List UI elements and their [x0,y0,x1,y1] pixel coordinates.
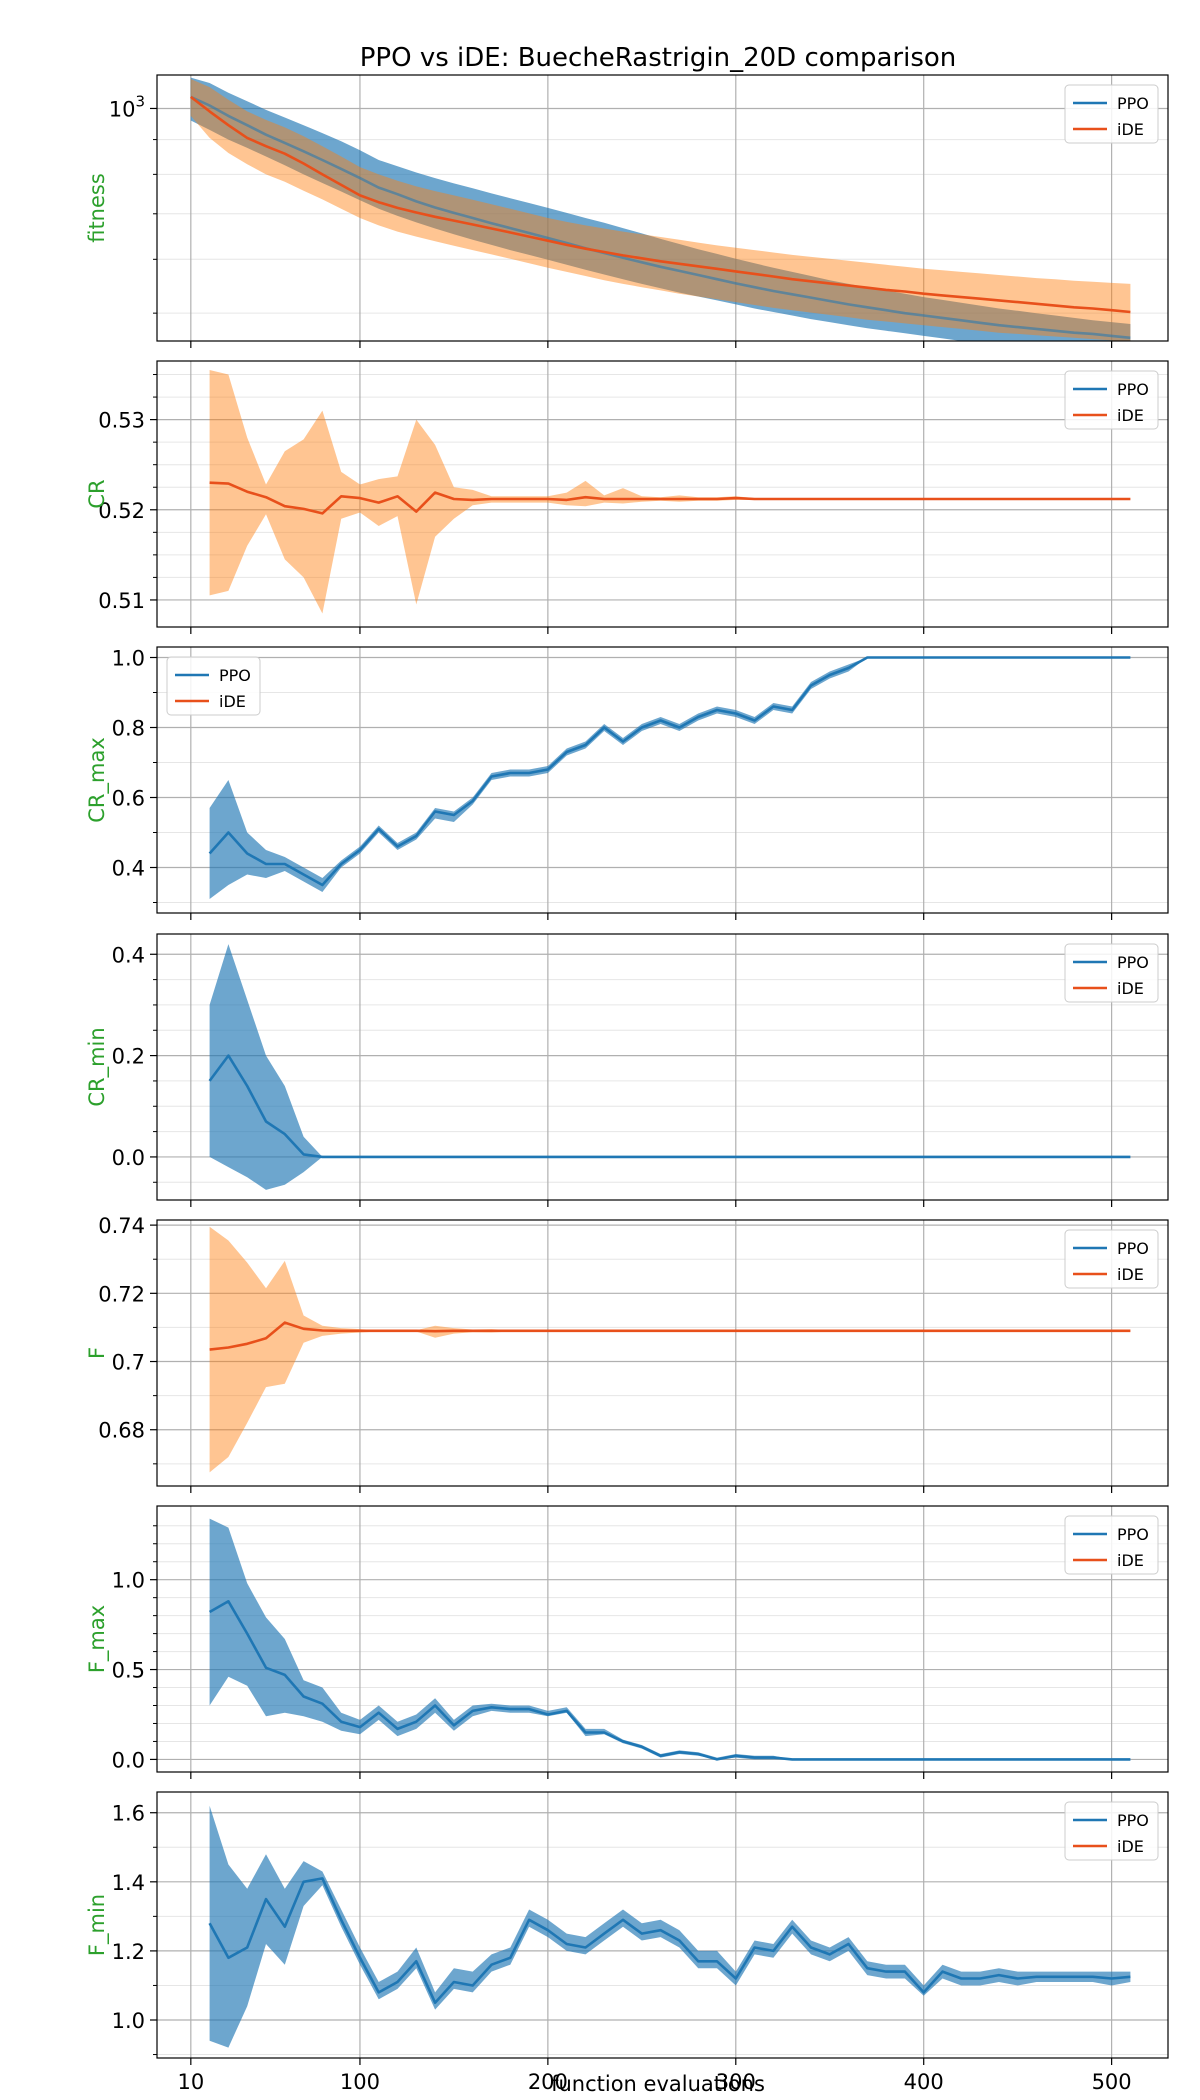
line-PPO [208,1600,1131,1761]
legend-label-PPO: PPO [1117,380,1149,399]
axes-frame [156,74,1169,342]
band-PPO [209,1805,1131,2048]
y-axis-label: F_min [85,1894,110,1956]
legend-label-iDE: iDE [1117,979,1144,998]
y-tick-label: 1.0 [112,2009,145,2033]
subplot-CR_min: 0.0 0.2 0.4 CR_min PPO iDE [85,933,1169,1207]
line-PPO [190,95,1131,340]
x-tick-label: 400 [904,2070,944,2094]
y-tick-label: 1.6 [112,1802,145,1826]
y-axis-label: CR_min [85,1027,110,1106]
plot-area [208,944,1131,1190]
y-tick-label: 0.68 [98,1419,145,1443]
legend: PPO iDE [1064,370,1159,430]
line-iDE [209,481,1131,515]
legend-label-PPO: PPO [1117,953,1149,972]
x-axis-label: function evaluations [551,2072,765,2096]
legend: PPO iDE [1064,943,1159,1003]
y-tick-label: 0.4 [112,857,145,881]
y-axis-label: F [85,1347,109,1359]
plot-area [208,656,1131,899]
line-PPO [208,1054,1131,1159]
y-tick-label: 0.4 [112,943,145,967]
legend-label-PPO: PPO [1117,1525,1149,1544]
y-tick-label: 0.8 [112,717,145,741]
legend-label-iDE: iDE [1117,1837,1144,1856]
plot-area [209,370,1131,614]
line-PPO [208,1877,1131,2004]
legend-label-PPO: PPO [1117,1811,1149,1830]
plot-area [190,77,1131,341]
band-PPO [190,77,1131,341]
y-tick-label: 0.7 [112,1351,145,1375]
subplots: 103fitnessPPOiDE0.510.520.53CRPPOiDE0.40… [85,74,1169,2094]
x-tick-label: 100 [340,2070,380,2094]
axes-frame [156,360,1169,628]
y-tick-label: 0.53 [98,409,145,433]
subplot-F: 0.68 0.7 0.72 0.74 F PPO iDE [85,1214,1169,1493]
legend-label-iDE: iDE [1117,406,1144,425]
legend-label-PPO: PPO [219,666,251,685]
axes-frame [156,933,1169,1201]
line-PPO [208,656,1131,887]
y-tick-label: 1.2 [112,1940,145,1964]
legend-label-iDE: iDE [1117,120,1144,139]
legend: PPO iDE [1064,1801,1159,1861]
subplot-CR: 0.51 0.52 0.53 CR PPO iDE [85,360,1169,634]
legend-label-iDE: iDE [1117,1265,1144,1284]
axes-frame [156,646,1169,914]
subplot-F_max: 0.0 0.5 1.0F_max PPO iDE [85,1505,1169,1779]
plot-area [208,1518,1131,1761]
tick-label-base: 10 [109,97,136,121]
y-tick-label: 0.72 [98,1282,145,1306]
band-iDE [190,79,1131,341]
y-axis-label: CR [85,479,109,508]
y-axis-label: CR_max [85,737,110,823]
subplot-fitness: 103 fitness PPO iDE [85,74,1169,348]
y-tick-label: 1.0 [112,647,145,671]
axes-frame [156,1791,1169,2059]
legend: PPO iDE [166,656,261,716]
y-tick-label: 103 [109,92,145,121]
y-tick-label: 0.0 [112,1146,145,1170]
axes-frame [156,1219,1169,1487]
band-iDE [209,370,1131,614]
plot-area [209,1226,1131,1473]
y-tick-label: 0.52 [98,499,145,523]
y-tick-label: 0.51 [98,589,145,613]
tick-label-exponent: 3 [135,92,145,110]
x-tick-label: 10 [177,2070,204,2094]
line-iDE [190,95,1131,314]
line-iDE [209,1321,1131,1351]
legend: PPO iDE [1064,1229,1159,1289]
y-tick-label: 0.6 [112,787,145,811]
plot-area [208,1805,1131,2048]
y-tick-label: 0.0 [112,1748,145,1772]
y-tick-label: 1.4 [112,1871,145,1895]
legend-label-PPO: PPO [1117,1239,1149,1258]
y-axis-label: fitness [85,173,109,243]
y-axis-label: F_max [85,1605,110,1673]
subplot-F_min: 1.0 1.2 1.4 1.6 10 100 200 300 400 500 F_min PPO iDE [85,1791,1169,2094]
subplot-CR_max: 0.4 0.6 0.8 1.0 CR_max PPO iDE [85,646,1169,920]
y-tick-label: 0.74 [98,1214,145,1238]
legend-label-iDE: iDE [219,692,246,711]
axes-frame [156,1505,1169,1773]
y-tick-label: 1.0 [112,1569,145,1593]
legend: PPO iDE [1064,1515,1159,1575]
y-tick-label: 0.2 [112,1045,145,1069]
figure-title: PPO vs iDE: BuecheRastrigin_20D comparis… [360,43,957,73]
x-tick-label: 300 [716,2070,756,2094]
band-PPO [209,944,1131,1190]
legend-label-PPO: PPO [1117,94,1149,113]
x-tick-label: 200 [528,2070,568,2094]
x-tick-label: 500 [1092,2070,1132,2094]
legend: PPO iDE [1064,84,1159,144]
legend-label-iDE: iDE [1117,1551,1144,1570]
y-tick-label: 0.5 [112,1659,145,1683]
